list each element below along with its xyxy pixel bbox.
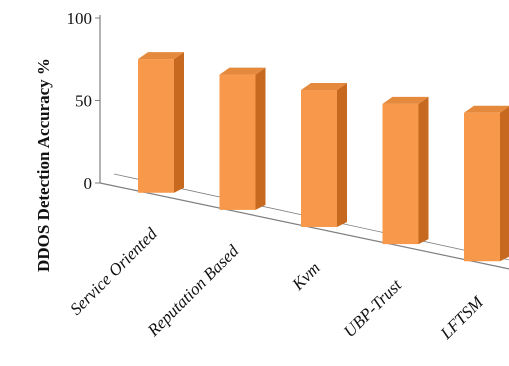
bar-top-face	[138, 52, 184, 60]
y-tick-labels: 0 50 100	[67, 9, 100, 193]
bar-front-face	[382, 103, 419, 245]
bar	[219, 67, 266, 210]
bar-front-face	[219, 74, 256, 210]
y-tick-label: 100	[67, 9, 93, 28]
bar-front-face	[301, 90, 337, 227]
category-label: Reputation Based	[143, 241, 243, 341]
category-label: LFTSM	[436, 292, 487, 343]
bar-side-face	[174, 52, 184, 193]
bar-front-face	[138, 59, 174, 193]
bar-side-face	[337, 83, 347, 227]
bar-top-face	[219, 67, 266, 75]
bars	[138, 52, 509, 262]
bar-front-face	[464, 112, 500, 262]
bar	[382, 96, 429, 245]
category-label: UBP-Trust	[340, 275, 406, 341]
y-tick-label: 0	[84, 174, 93, 193]
bar-side-face	[255, 67, 266, 210]
y-axis-label: DDOS Detection Accuracy %	[34, 58, 53, 272]
bar-top-face	[301, 83, 347, 91]
bar-top-face	[382, 96, 429, 104]
bar-top-face	[464, 105, 509, 113]
bar	[138, 52, 184, 193]
category-label: Kvm	[288, 258, 324, 294]
bar-side-face	[418, 96, 429, 245]
category-label: Service Oriented	[66, 224, 161, 319]
y-tick-label: 50	[75, 92, 92, 111]
bar	[464, 105, 509, 262]
bar-side-face	[500, 106, 509, 262]
bar	[301, 83, 347, 227]
